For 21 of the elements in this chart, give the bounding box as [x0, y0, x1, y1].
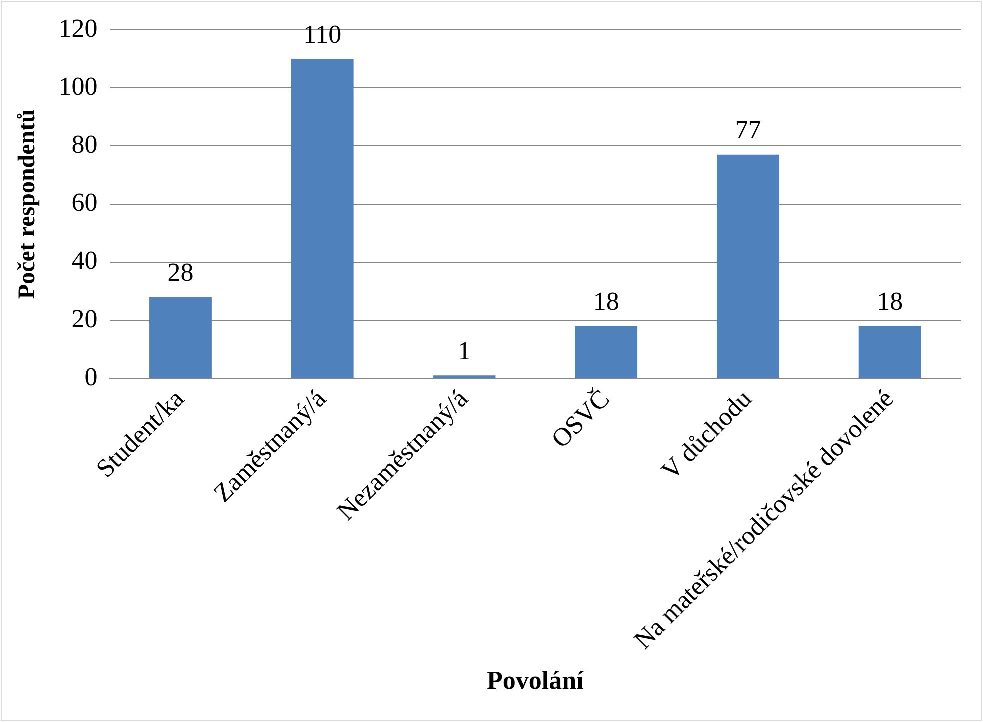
y-tick-label: 100 — [58, 72, 98, 101]
data-label: 110 — [304, 20, 342, 49]
y-tick-label: 80 — [72, 130, 98, 160]
y-tick-label: 0 — [84, 362, 98, 392]
data-label: 28 — [168, 258, 194, 288]
bar — [291, 59, 354, 378]
y-tick-label: 20 — [72, 304, 98, 334]
bar — [716, 154, 780, 378]
data-label: 18 — [593, 287, 620, 316]
data-label: 77 — [735, 116, 762, 145]
bar — [575, 326, 638, 378]
data-label: 18 — [877, 287, 904, 316]
x-axis-title: Povolání — [487, 666, 585, 696]
y-tick-label: 120 — [58, 14, 98, 43]
bar — [858, 326, 922, 378]
bar — [150, 297, 212, 378]
y-axis-title: Počet respondentů — [14, 110, 41, 300]
bar — [433, 376, 496, 378]
y-tick-label: 60 — [72, 188, 98, 218]
data-label: 1 — [458, 336, 471, 366]
y-tick-label: 40 — [72, 246, 98, 276]
